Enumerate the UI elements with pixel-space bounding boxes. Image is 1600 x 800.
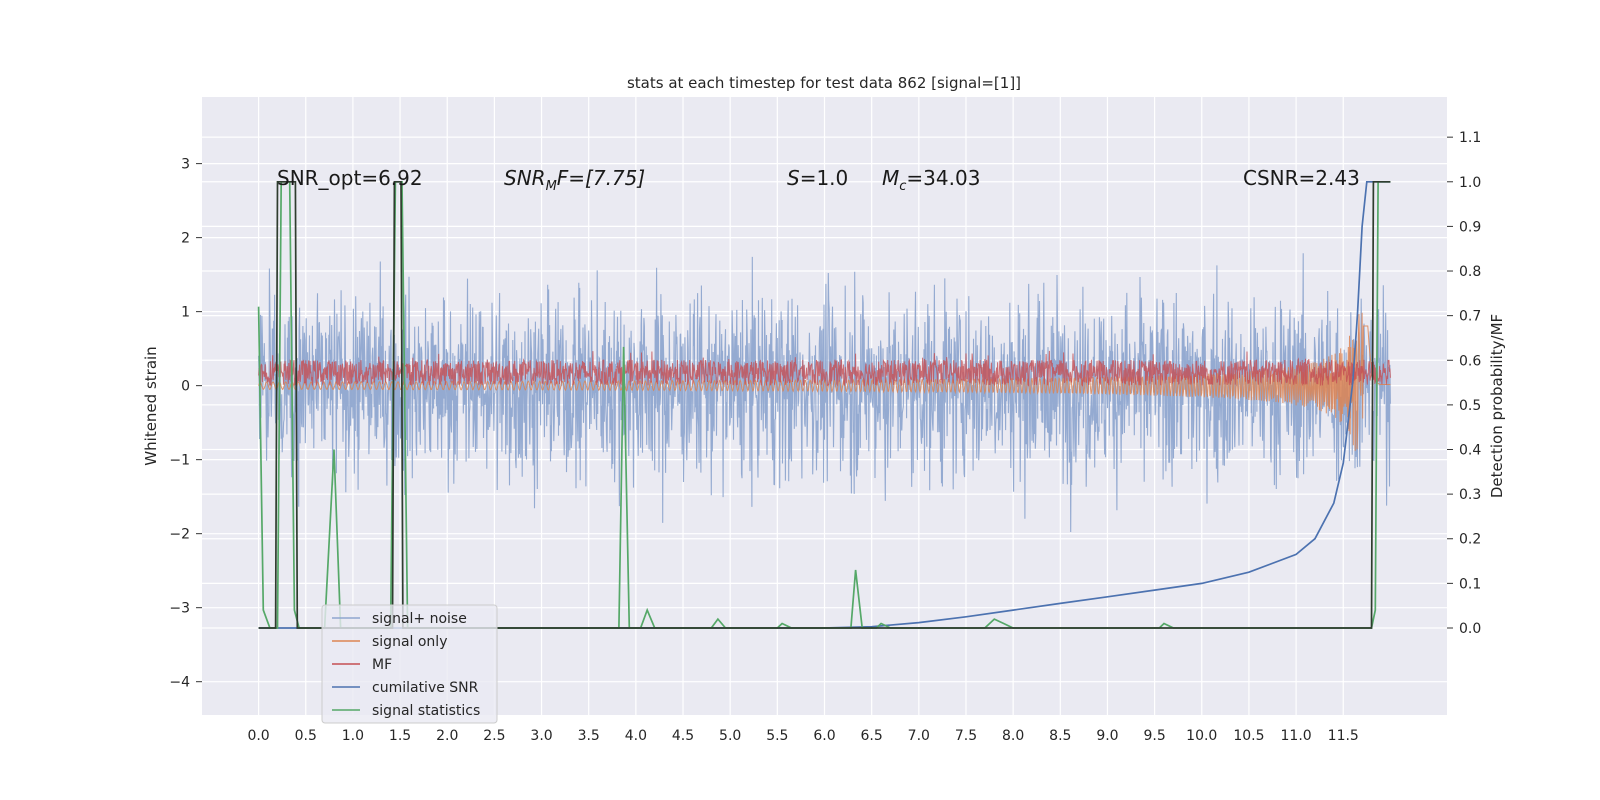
x-tick-label: 3.5 (578, 728, 600, 744)
legend-item: signal+ noise (332, 611, 467, 627)
y2-tick-label: 0.2 (1459, 532, 1481, 548)
x-tick-label: 6.5 (861, 728, 883, 744)
y-tick-label: 0 (181, 379, 190, 395)
x-tick-label: 1.5 (389, 728, 411, 744)
legend-item: signal statistics (332, 703, 480, 719)
legend-label: signal statistics (372, 703, 480, 719)
x-tick-label: 7.0 (908, 728, 930, 744)
x-tick-label: 8.0 (1002, 728, 1024, 744)
y-tick-label: 1 (181, 305, 190, 321)
x-tick-label: 11.0 (1281, 728, 1312, 744)
x-tick-label: 11.5 (1328, 728, 1359, 744)
x-tick-label: 9.0 (1096, 728, 1118, 744)
x-tick-label: 9.5 (1143, 728, 1165, 744)
series-mf (258, 350, 1391, 388)
legend-box (321, 604, 498, 724)
x-tick-label: 5.5 (766, 728, 788, 744)
y2-axis-label: Detection probability/MF (1488, 314, 1506, 498)
annotation-csnr: CSNR=2.43 (1243, 166, 1360, 190)
y2-tick-label: 0.1 (1459, 576, 1481, 592)
legend-item: cumilative SNR (332, 680, 479, 696)
x-tick-label: 4.5 (672, 728, 694, 744)
x-tick-label: 2.5 (483, 728, 505, 744)
legend-item: signal only (332, 634, 447, 650)
annotation-mc: Mc=34.03 (882, 166, 980, 194)
y2-tick-label: 0.5 (1459, 398, 1481, 414)
legend-item: MF (332, 657, 392, 673)
annotation-s: S=1.0 (787, 166, 848, 190)
x-tick-label: 1.0 (342, 728, 364, 744)
y-tick-label: −2 (169, 527, 190, 543)
x-tick-label: 10.0 (1186, 728, 1217, 744)
annotation-snr-opt: SNR_opt=6.92 (277, 166, 423, 190)
x-tick-label: 4.0 (625, 728, 647, 744)
legend: signal+ noise signal only MF cumilative … (321, 604, 498, 724)
y2-tick-label: 0.0 (1459, 621, 1481, 637)
y2-tick-label: 0.6 (1459, 353, 1481, 369)
annotation-snr-mf: SNRMF=[7.75] (504, 166, 645, 194)
legend-label: signal only (372, 634, 447, 650)
y2-tick-label: 0.4 (1459, 443, 1481, 459)
series-cumilative-snr (258, 180, 1391, 629)
x-tick-label: 5.0 (719, 728, 741, 744)
x-tick-label: 0.5 (295, 728, 317, 744)
x-tick-label: 7.5 (955, 728, 977, 744)
y2-tick-label: 0.8 (1459, 264, 1481, 280)
x-tick-label: 6.0 (813, 728, 835, 744)
series-detection-step (258, 180, 1391, 629)
legend-label: cumilative SNR (372, 680, 479, 696)
x-tick-label: 2.0 (436, 728, 458, 744)
y-tick-label: −4 (169, 675, 190, 691)
legend-label: MF (372, 657, 392, 673)
x-tick-label: 10.5 (1233, 728, 1264, 744)
x-tick-label: 8.5 (1049, 728, 1071, 744)
tick-labels: 0.0 0.5 1.0 1.5 2.0 2.5 3.0 3.5 4.0 4.5 5.0 5.5 6.0 6… (169, 130, 1481, 744)
y-tick-label: −1 (169, 453, 190, 469)
y2-tick-label: 0.9 (1459, 219, 1481, 235)
y2-tick-label: 1.1 (1459, 130, 1481, 146)
series-layer (257, 180, 1391, 629)
y2-tick-label: 0.3 (1459, 487, 1481, 503)
chart-title: stats at each timestep for test data 862… (627, 74, 1021, 92)
y2-tick-label: 1.0 (1459, 175, 1481, 191)
y-tick-label: −3 (169, 601, 190, 617)
y-tick-label: 2 (181, 231, 190, 247)
y-axis-label: Whitened strain (142, 346, 160, 465)
x-tick-label: 0.0 (247, 728, 269, 744)
y2-tick-label: 0.7 (1459, 309, 1481, 325)
y-tick-label: 3 (181, 157, 190, 173)
legend-label: signal+ noise (372, 611, 467, 627)
x-tick-label: 3.0 (530, 728, 552, 744)
